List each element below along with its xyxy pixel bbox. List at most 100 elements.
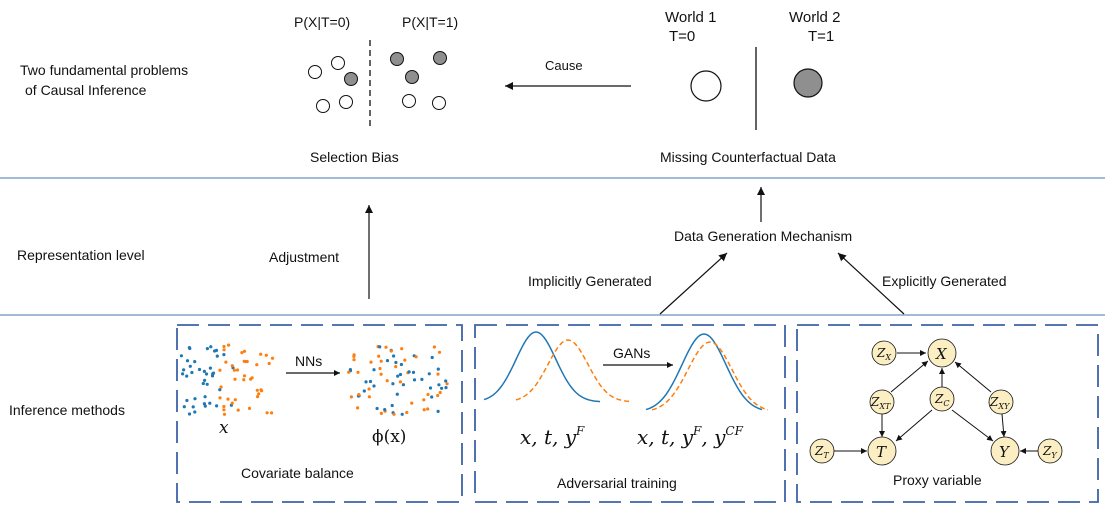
blue-sample-point — [413, 378, 416, 381]
orange-sample-point — [380, 373, 383, 376]
orange-sample-point — [352, 358, 355, 361]
node-zt: ZT — [810, 439, 834, 463]
sample-circle-t0 — [317, 100, 330, 113]
problems-label-line1: Two fundamental problems — [20, 62, 188, 78]
counterfactual-formula: x, t, yF, yCF — [637, 424, 744, 449]
cause-label: Cause — [545, 58, 583, 73]
blue-sample-point — [203, 370, 206, 373]
orange-sample-point — [390, 349, 393, 352]
orange-sample-point — [356, 406, 359, 409]
blue-sample-point — [391, 404, 394, 407]
nns-label: NNs — [295, 353, 322, 369]
blue-sample-point — [181, 372, 184, 375]
blue-sample-point — [400, 363, 403, 366]
sample-circle-t0 — [309, 66, 322, 79]
orange-sample-point — [233, 369, 236, 372]
orange-sample-point — [380, 360, 383, 363]
blue-sample-point — [444, 386, 447, 389]
blue-sample-point — [190, 371, 193, 374]
blue-sample-point — [209, 367, 212, 370]
orange-sample-point — [233, 378, 236, 381]
orange-sample-point — [257, 392, 260, 395]
representation-level-label: Representation level — [17, 247, 145, 263]
adversarial-training-box: GANs x, t, yF x, t, yF, yCF Adversarial … — [475, 325, 785, 502]
edge-zxt-x — [891, 361, 928, 392]
orange-sample-point — [240, 351, 243, 354]
gans-label: GANs — [613, 345, 650, 361]
orange-sample-point — [422, 398, 425, 401]
orange-sample-point — [218, 396, 221, 399]
orange-sample-point — [377, 355, 380, 358]
blue-sample-point — [372, 368, 375, 371]
orange-sample-point — [436, 394, 439, 397]
orange-sample-point — [353, 353, 356, 356]
blue-sample-point — [364, 380, 367, 383]
orange-sample-point — [244, 360, 247, 363]
sample-circle-t0 — [340, 96, 353, 109]
world2-treatment-label: T=1 — [808, 28, 834, 45]
orange-sample-point — [415, 355, 418, 358]
blue-sample-point — [369, 380, 372, 383]
sample-circle-t1 — [433, 97, 446, 110]
blue-sample-point — [363, 389, 366, 392]
implicit-arrow — [660, 253, 727, 314]
blue-sample-point — [216, 355, 219, 358]
x-variable-label: x — [219, 418, 229, 438]
blue-sample-point — [183, 405, 186, 408]
orange-sample-point — [236, 368, 239, 371]
blue-sample-point — [188, 412, 191, 415]
blue-sample-point — [204, 395, 207, 398]
orange-sample-point — [255, 363, 258, 366]
blue-sample-point — [444, 379, 447, 382]
edge-zxy-y — [1002, 414, 1004, 437]
scatter-before — [180, 344, 274, 416]
blue-sample-point — [193, 410, 196, 413]
blue-sample-point — [396, 375, 399, 378]
blue-sample-point — [440, 387, 443, 390]
blue-sample-point — [402, 383, 405, 386]
blue-sample-point — [206, 347, 209, 350]
blue-sample-point — [186, 359, 189, 362]
blue-distribution-curve — [484, 332, 600, 402]
node-zxt: ZXT — [870, 390, 894, 414]
node-x: X — [928, 339, 956, 367]
orange-sample-point — [223, 413, 226, 416]
orange-sample-point — [222, 405, 225, 408]
blue-sample-point — [180, 354, 183, 357]
blue-sample-point — [349, 368, 352, 371]
orange-sample-point — [438, 351, 441, 354]
node-zy: ZY — [1038, 439, 1062, 463]
orange-sample-point — [265, 354, 268, 357]
blue-sample-point — [182, 368, 185, 371]
world1-label: World 1 — [665, 9, 716, 26]
orange-sample-point — [384, 346, 387, 349]
orange-sample-point — [356, 371, 359, 374]
orange-sample-point — [399, 380, 402, 383]
blue-sample-point — [204, 405, 207, 408]
blue-sample-point — [412, 371, 415, 374]
missing-data-panel: World 1 T=0 World 2 T=1 Missing Counterf… — [660, 9, 840, 165]
orange-sample-point — [394, 365, 397, 368]
inference-methods-label: Inference methods — [9, 402, 125, 418]
orange-sample-point — [436, 373, 439, 376]
blue-sample-point — [431, 356, 434, 359]
blue-sample-point — [211, 374, 214, 377]
orange-sample-point — [242, 378, 245, 381]
blue-sample-point — [215, 404, 218, 407]
node-t: T — [868, 437, 896, 465]
blue-sample-point — [203, 379, 206, 382]
blue-sample-point — [222, 353, 225, 356]
orange-sample-point — [271, 357, 274, 360]
orange-sample-point — [392, 413, 395, 416]
blue-sample-point — [193, 397, 196, 400]
node-zc: ZC — [930, 387, 954, 411]
orange-sample-point — [222, 408, 225, 411]
orange-sample-point — [218, 369, 221, 372]
orange-sample-point — [226, 398, 229, 401]
orange-sample-point — [220, 385, 223, 388]
blue-sample-point — [192, 405, 195, 408]
blue-sample-point — [430, 395, 433, 398]
svg-text:X: X — [935, 345, 948, 363]
sample-circle-t1-gray — [406, 71, 419, 84]
adjustment-label: Adjustment — [269, 249, 339, 265]
